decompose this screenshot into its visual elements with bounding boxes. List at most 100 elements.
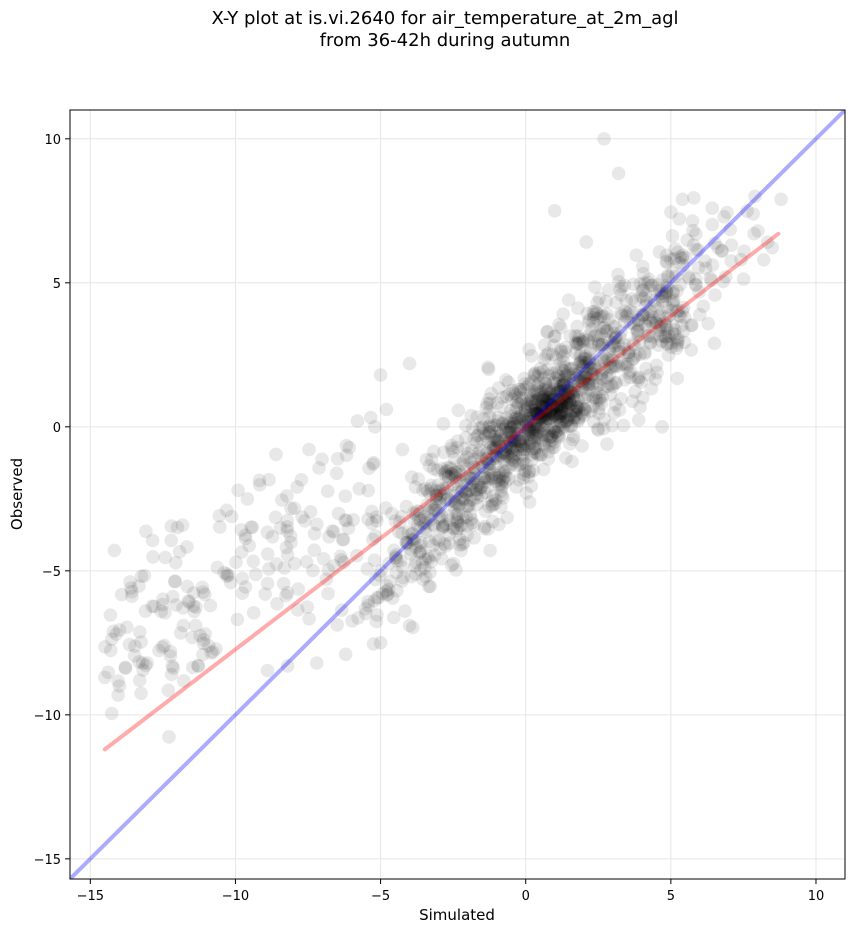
data-point bbox=[478, 485, 492, 500]
data-point bbox=[561, 390, 576, 405]
data-point bbox=[427, 519, 442, 533]
data-point bbox=[429, 498, 443, 512]
data-point bbox=[452, 498, 467, 512]
data-point bbox=[307, 543, 322, 557]
data-point bbox=[527, 423, 541, 438]
data-point bbox=[560, 413, 575, 428]
data-point bbox=[539, 394, 554, 409]
data-point bbox=[607, 332, 622, 346]
data-point bbox=[552, 317, 566, 332]
data-point bbox=[545, 398, 560, 413]
data-point bbox=[338, 489, 353, 504]
data-point bbox=[405, 620, 420, 635]
data-point bbox=[125, 589, 139, 604]
data-point bbox=[628, 294, 642, 308]
data-point bbox=[389, 565, 404, 580]
data-point bbox=[537, 436, 552, 451]
data-point bbox=[601, 283, 616, 297]
data-point bbox=[122, 637, 137, 652]
data-point bbox=[413, 520, 427, 535]
data-point bbox=[502, 387, 516, 402]
data-point bbox=[494, 484, 508, 498]
data-point bbox=[657, 286, 672, 301]
data-point bbox=[593, 321, 608, 335]
data-point bbox=[334, 603, 349, 617]
data-point bbox=[608, 320, 622, 334]
data-point bbox=[456, 453, 471, 468]
data-point bbox=[553, 320, 568, 335]
y-tick-label: −5 bbox=[42, 565, 61, 580]
data-point bbox=[631, 318, 645, 332]
data-point bbox=[554, 395, 569, 409]
data-point bbox=[684, 318, 698, 333]
data-point bbox=[252, 478, 267, 492]
data-point bbox=[381, 582, 396, 597]
x-tick-label: −5 bbox=[371, 889, 390, 904]
data-point bbox=[748, 189, 762, 204]
data-point bbox=[489, 418, 504, 433]
data-point bbox=[565, 386, 579, 401]
data-point bbox=[586, 399, 600, 414]
data-point bbox=[571, 400, 586, 414]
data-point bbox=[547, 375, 561, 390]
data-point bbox=[502, 425, 517, 440]
data-point bbox=[510, 410, 524, 425]
data-point bbox=[438, 465, 453, 479]
data-point bbox=[442, 536, 457, 550]
data-point bbox=[405, 532, 420, 547]
data-point bbox=[429, 489, 444, 504]
data-point bbox=[260, 525, 275, 540]
data-point bbox=[551, 385, 565, 400]
y-axis-label: Observed bbox=[8, 458, 26, 530]
data-point bbox=[497, 463, 511, 478]
data-point bbox=[234, 545, 249, 559]
data-point bbox=[574, 374, 589, 389]
data-point bbox=[570, 337, 584, 352]
data-point bbox=[136, 663, 150, 677]
data-point bbox=[471, 478, 485, 492]
data-point bbox=[652, 283, 667, 298]
data-point bbox=[536, 412, 550, 426]
data-point bbox=[537, 439, 552, 453]
data-point bbox=[426, 538, 441, 553]
data-point bbox=[536, 398, 550, 413]
data-point bbox=[499, 425, 514, 440]
data-point bbox=[556, 373, 570, 388]
data-point bbox=[575, 439, 589, 453]
data-point bbox=[655, 273, 670, 287]
data-point bbox=[577, 371, 591, 386]
data-point bbox=[169, 598, 183, 612]
data-point bbox=[539, 381, 553, 396]
data-point bbox=[524, 392, 539, 406]
data-point bbox=[444, 438, 459, 453]
data-point bbox=[475, 433, 489, 447]
data-point bbox=[599, 365, 614, 379]
data-point bbox=[395, 560, 410, 575]
data-point bbox=[571, 378, 585, 393]
data-point bbox=[527, 406, 541, 421]
data-point bbox=[485, 449, 500, 463]
data-point bbox=[400, 535, 415, 549]
data-point bbox=[139, 524, 153, 539]
data-point bbox=[560, 375, 574, 389]
data-point bbox=[449, 465, 464, 479]
data-point bbox=[487, 467, 501, 481]
data-point bbox=[572, 357, 587, 371]
data-point bbox=[496, 417, 510, 431]
data-point bbox=[444, 441, 459, 456]
data-point bbox=[662, 308, 676, 323]
data-point bbox=[531, 407, 545, 421]
data-point bbox=[671, 245, 685, 259]
data-point bbox=[583, 342, 598, 357]
data-point bbox=[493, 470, 507, 485]
data-point bbox=[554, 384, 569, 398]
data-point bbox=[440, 508, 455, 523]
data-point bbox=[625, 292, 639, 306]
data-point bbox=[486, 451, 500, 466]
data-point bbox=[515, 435, 530, 449]
data-point bbox=[606, 349, 620, 364]
data-point bbox=[506, 450, 521, 464]
data-point bbox=[235, 586, 250, 600]
data-point bbox=[494, 449, 509, 464]
data-point bbox=[262, 562, 276, 576]
